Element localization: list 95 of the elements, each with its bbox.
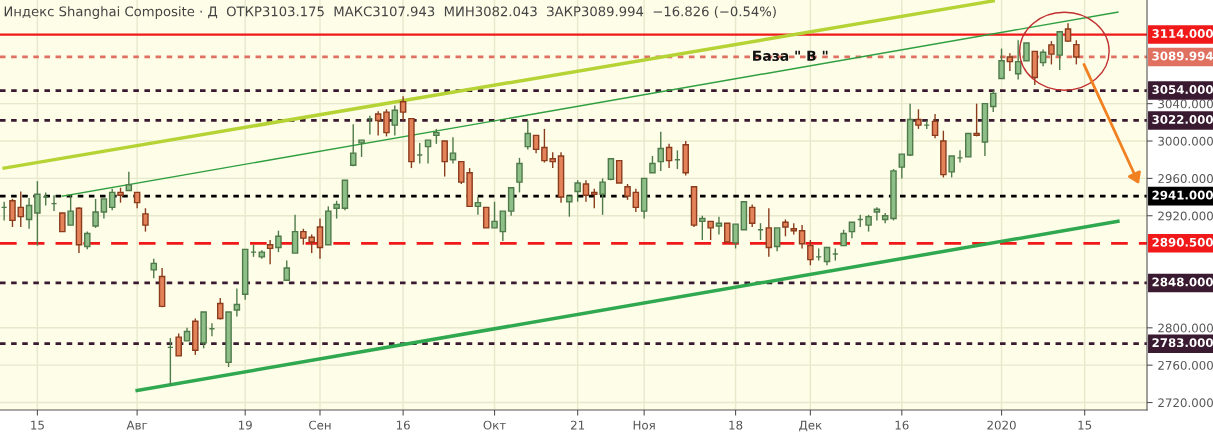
candlestick <box>108 187 116 211</box>
candlestick <box>316 217 324 260</box>
candlestick <box>524 119 532 151</box>
candlestick <box>599 177 606 216</box>
y-tick-label: 3000.000 <box>1158 136 1213 146</box>
x-tick-label: 21 <box>571 420 585 430</box>
candlestick <box>441 140 448 178</box>
candlestick <box>765 207 773 258</box>
candlestick <box>499 210 507 242</box>
candlestick <box>707 220 714 241</box>
candlestick <box>399 95 407 122</box>
x-tick-label: 2020 <box>987 420 1016 430</box>
candlestick <box>291 214 299 254</box>
ref-line-label: 2783.000 <box>1152 338 1213 348</box>
y-tick-label: 2760.000 <box>1158 360 1213 370</box>
candlestick <box>175 332 182 357</box>
candlestick <box>748 203 756 228</box>
candlestick <box>275 229 282 253</box>
candlestick <box>715 215 723 236</box>
candlestick <box>233 287 241 318</box>
ref-line-label: 3022.000 <box>1152 114 1213 124</box>
candlestick <box>657 130 665 172</box>
candlestick <box>732 223 739 250</box>
candlestick <box>100 198 108 220</box>
candlestick <box>574 179 581 203</box>
x-tick-label: Дек <box>799 420 822 432</box>
candlestick <box>482 206 490 229</box>
candlestick <box>873 206 881 222</box>
y-tick-label: 2800.000 <box>1158 323 1213 333</box>
candlestick <box>591 187 598 209</box>
candlestick <box>391 104 399 137</box>
y-tick-label: 2920.000 <box>1158 211 1213 221</box>
candlestick <box>449 136 457 165</box>
candlestick <box>507 187 515 217</box>
annotation: База " В " <box>753 50 828 62</box>
candlestick <box>67 194 74 226</box>
x-tick-label: 16 <box>396 420 410 430</box>
ref-line-label: 3114.000 <box>1152 29 1213 38</box>
candlestick <box>566 195 573 218</box>
candlestick <box>9 198 16 228</box>
x-tick-label: 18 <box>729 420 743 430</box>
candlestick <box>1006 52 1014 72</box>
y-tick-label: 3040.000 <box>1158 99 1213 109</box>
candlestick <box>1048 40 1055 66</box>
ref-line-label: 2941.000 <box>1152 190 1213 200</box>
y-tick-label: 2720.000 <box>1158 398 1213 408</box>
candlestick <box>474 196 482 216</box>
candlestick <box>898 153 906 180</box>
candlestick <box>665 143 673 169</box>
candlestick <box>491 201 498 229</box>
candlestick <box>798 224 806 250</box>
x-tick-label: Окт <box>483 420 506 430</box>
ref-line-label: 3089.994 <box>1152 51 1213 61</box>
candlestick <box>965 132 972 158</box>
candlestick <box>773 227 781 252</box>
candlestick <box>723 222 731 243</box>
candlestick <box>582 179 590 203</box>
candlestick <box>915 108 922 130</box>
candlestick <box>142 207 149 233</box>
candlestick <box>25 197 33 230</box>
x-tick-label: 15 <box>1078 420 1092 430</box>
candlestick <box>374 110 382 137</box>
candlestick <box>516 157 523 194</box>
candlestick <box>349 123 357 167</box>
candlestick <box>1056 31 1063 71</box>
y-tick-label: 2960.000 <box>1158 174 1213 184</box>
x-tick-label: Ноя <box>633 420 655 430</box>
candlestick <box>998 47 1005 80</box>
candlestick <box>615 159 623 184</box>
x-tick-label: Авг <box>126 420 148 430</box>
candlestick <box>989 89 997 113</box>
x-tick-label: 19 <box>238 420 252 430</box>
candlestick <box>699 215 706 241</box>
ref-line-label: 2848.000 <box>1152 277 1213 287</box>
ref-line-label: 2890.500 <box>1152 237 1213 247</box>
candlestick <box>807 239 814 266</box>
candlestick <box>283 259 291 281</box>
ref-line-label: 3054.000 <box>1152 85 1213 95</box>
candlestick <box>150 258 158 280</box>
candlestick <box>125 171 133 192</box>
candlestick <box>383 108 390 138</box>
candlestick <box>931 113 939 139</box>
x-tick-label: 15 <box>31 420 44 430</box>
chart-title: Индекс Shanghai Composite · Д ОТКР3103.175 МАКС3107.943 МИН3082.043 ЗАКР3089.994 −16.826 (−0.54%) <box>4 6 776 19</box>
candlestick <box>92 198 99 229</box>
candlestick <box>973 102 980 138</box>
candlestick <box>1073 39 1080 66</box>
x-tick-label: Сен <box>309 420 331 430</box>
x-tick-label: 16 <box>895 420 909 430</box>
candlestick <box>59 212 66 233</box>
candlestick <box>34 180 41 247</box>
candlestick <box>632 187 640 213</box>
candlestick <box>424 139 432 165</box>
candlestick <box>948 155 955 179</box>
candlestick <box>266 239 274 266</box>
